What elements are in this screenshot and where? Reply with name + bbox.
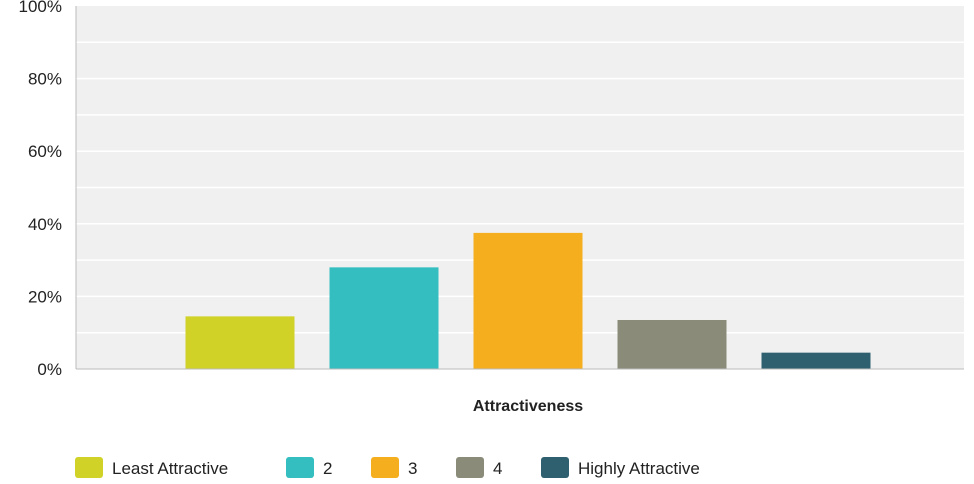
y-tick-label: 80% [28, 70, 62, 89]
legend-swatch [286, 457, 314, 478]
legend-item-3: 3 [371, 457, 417, 478]
y-tick-label: 100% [19, 0, 62, 16]
x-axis-title: Attractiveness [473, 398, 583, 415]
legend-label: 2 [323, 459, 332, 478]
legend-item-4: 4 [456, 457, 502, 478]
bar-5 [762, 353, 871, 369]
legend-item-5: Highly Attractive [541, 457, 700, 478]
legend-label: 3 [408, 459, 417, 478]
legend-swatch [371, 457, 399, 478]
legend-label: Highly Attractive [578, 459, 700, 478]
y-tick-label: 40% [28, 215, 62, 234]
legend: Least Attractive 2 3 4 Highly Attractive [75, 457, 700, 478]
bar-1 [186, 316, 295, 369]
y-tick-label: 20% [28, 287, 62, 306]
legend-label: Least Attractive [112, 459, 228, 478]
bar-3 [474, 233, 583, 369]
bar-4 [618, 320, 727, 369]
bar-2 [330, 267, 439, 369]
legend-swatch [75, 457, 103, 478]
legend-swatch [541, 457, 569, 478]
legend-label: 4 [493, 459, 502, 478]
y-tick-label: 60% [28, 142, 62, 161]
legend-swatch [456, 457, 484, 478]
y-tick-label: 0% [37, 360, 62, 379]
legend-item-2: 2 [286, 457, 332, 478]
legend-item-1: Least Attractive [75, 457, 228, 478]
